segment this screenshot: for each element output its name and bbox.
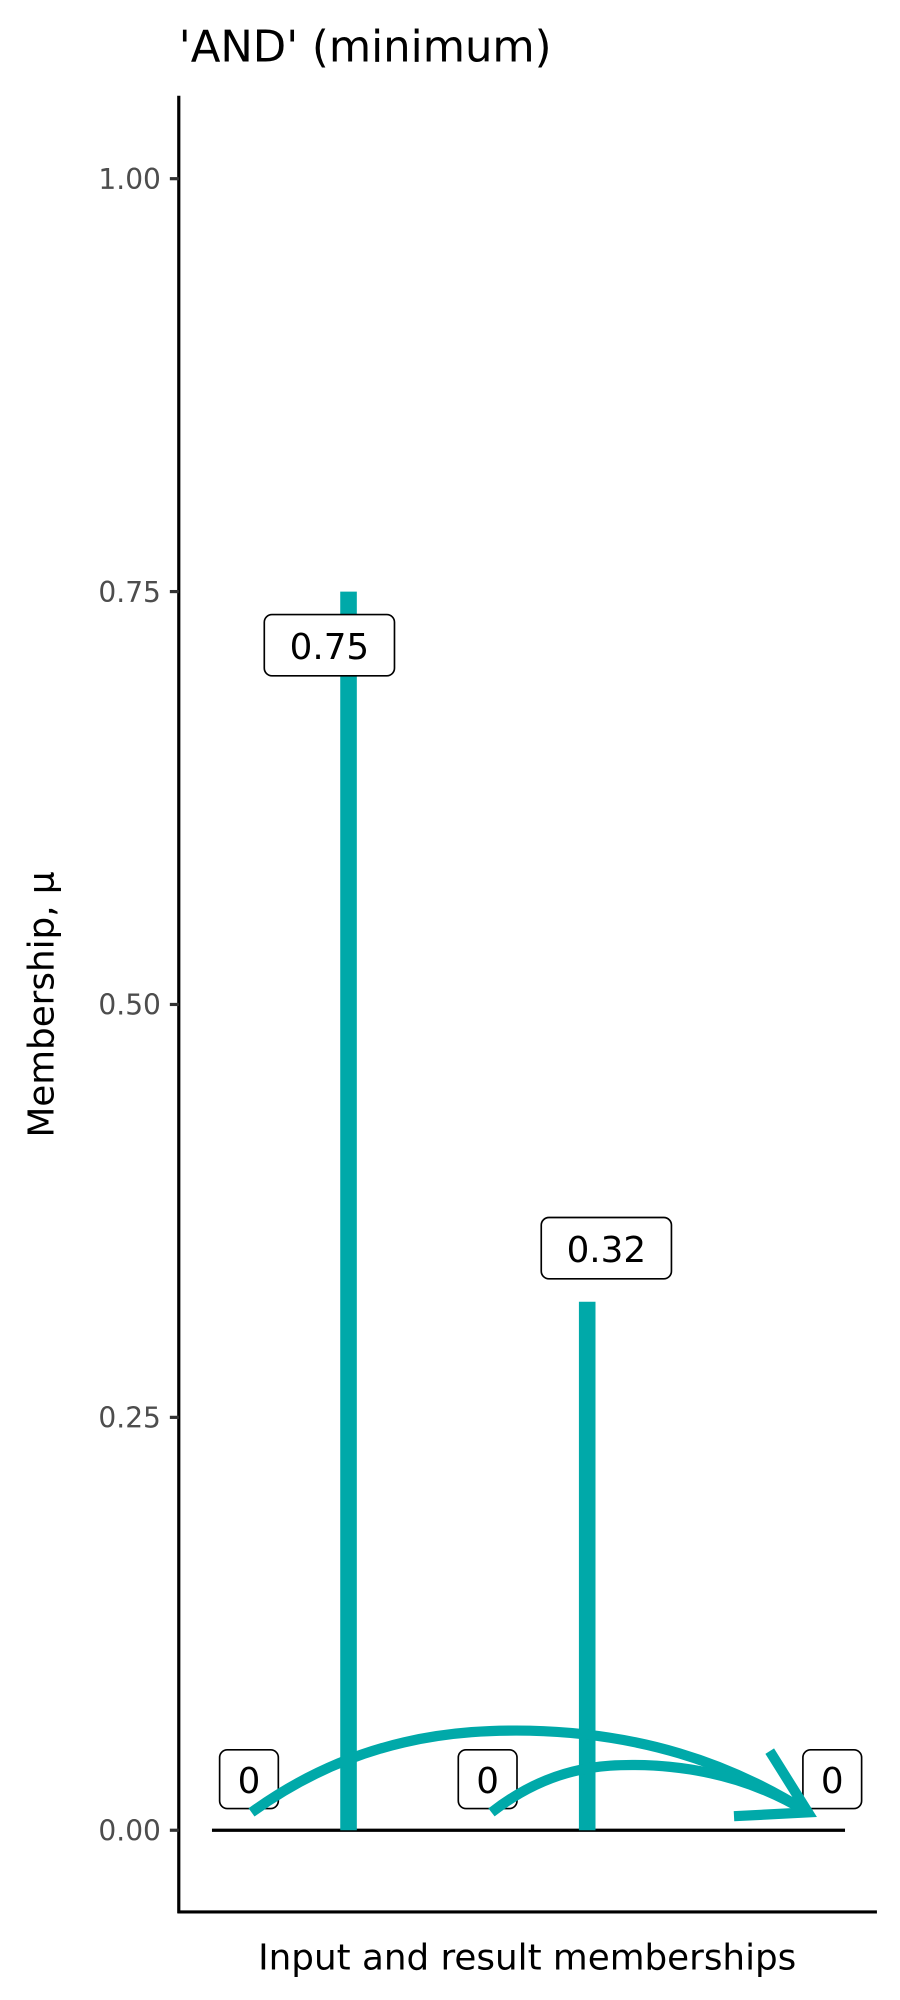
zero-label-box xyxy=(802,1749,863,1810)
arrow-curve-2 xyxy=(488,1759,811,1817)
y-tick-label: 0.50 xyxy=(98,989,160,1022)
zero-label: 0 xyxy=(238,1761,261,1802)
chart-title: 'AND' (minimum) xyxy=(179,22,552,72)
y-axis-label: Membership, μ xyxy=(22,871,63,1137)
y-tick-label: 0.00 xyxy=(98,1814,160,1847)
value-label: 0.75 xyxy=(290,627,370,668)
zero-label: 0 xyxy=(821,1761,844,1802)
zero-label-box xyxy=(457,1749,518,1810)
x-axis-label: Input and result memberships xyxy=(258,1937,796,1978)
y-tick-label: 0.25 xyxy=(98,1402,160,1435)
arrow-curve-1 xyxy=(248,1725,811,1817)
arrows xyxy=(248,1725,817,1822)
value-label-box xyxy=(540,1216,673,1280)
y-tick-label: 1.00 xyxy=(98,163,160,196)
zero-label: 0 xyxy=(476,1761,499,1802)
arrowhead xyxy=(733,1748,817,1822)
y-tick-label: 0.75 xyxy=(98,576,160,609)
value-label: 0.32 xyxy=(567,1230,647,1271)
value-label-box xyxy=(263,613,396,677)
